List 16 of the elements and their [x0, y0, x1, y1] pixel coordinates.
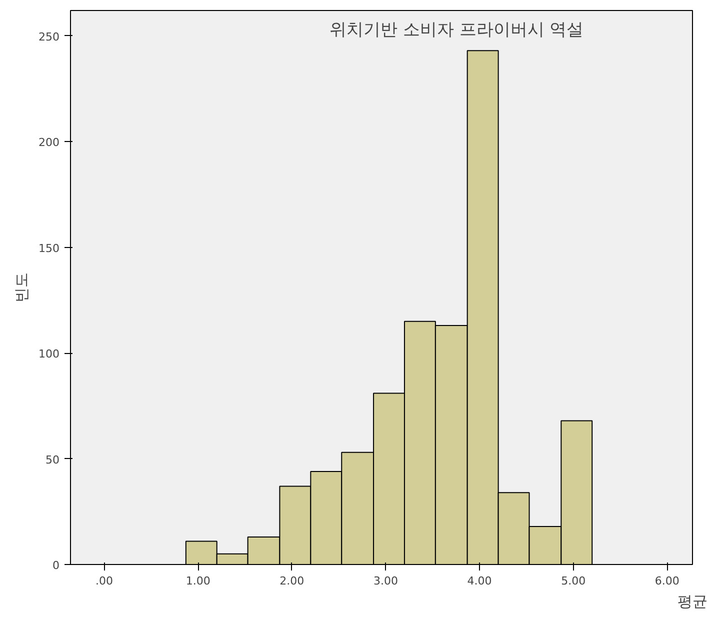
x-tick-label: 5.00 — [561, 574, 586, 588]
x-tick-label: 2.00 — [280, 574, 304, 588]
y-tick-label: 200 — [38, 136, 60, 150]
y-tick-label: 250 — [38, 30, 60, 44]
y-tick-label: 150 — [38, 242, 60, 255]
x-tick-label: 6.00 — [654, 574, 680, 588]
x-tick-label: 4.00 — [467, 574, 492, 588]
x-tick-label: 3.00 — [373, 574, 398, 588]
y-axis-title: 빈도 — [12, 272, 31, 302]
x-tick-label: 1.00 — [186, 574, 210, 588]
y-tick-label: 50 — [46, 453, 60, 466]
y-tick-label: 100 — [38, 348, 60, 361]
x-tick-label: .00 — [96, 574, 114, 588]
text: 위치기반 소비자 프라이버시 역설 — [329, 20, 584, 40]
y-tick-label: 0 — [52, 559, 60, 572]
x-axis-title: 평균 — [678, 592, 707, 610]
